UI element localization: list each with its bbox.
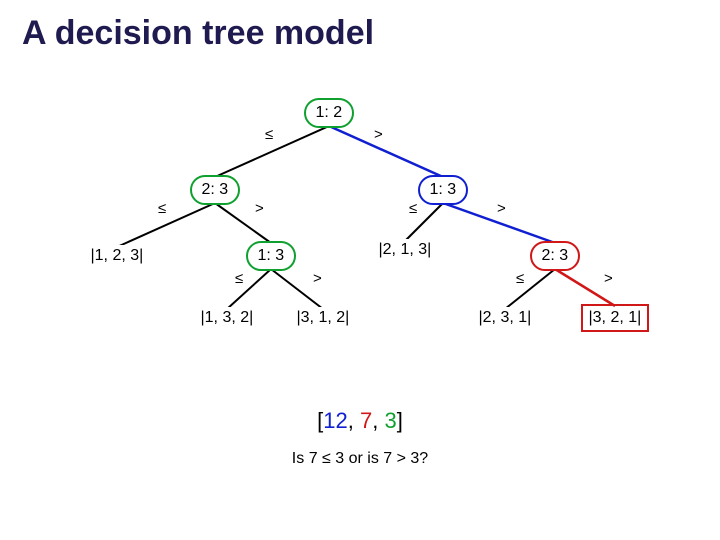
caption-fragment: 7 [360, 408, 372, 433]
question-text: Is 7 ≤ 3 or is 7 > 3? [0, 450, 720, 468]
caption-fragment: , [372, 408, 384, 433]
decision-node: 1: 3 [418, 175, 469, 205]
decision-node: 1: 2 [304, 98, 355, 128]
decision-node: 2: 3 [530, 241, 581, 271]
edge-label: > [313, 270, 322, 287]
leaf-node: |2, 3, 1| [475, 307, 536, 329]
edge-label: > [604, 270, 613, 287]
tree-edge [227, 269, 271, 309]
edge-label: ≤ [265, 126, 273, 143]
edge-label: ≤ [516, 270, 524, 287]
decision-node: 2: 3 [190, 175, 241, 205]
caption-fragment: , [348, 408, 360, 433]
edge-label: ≤ [158, 200, 166, 217]
leaf-node: |1, 2, 3| [87, 245, 148, 267]
leaf-node: |3, 1, 2| [293, 307, 354, 329]
caption-fragment: ] [397, 408, 403, 433]
decision-node: 1: 3 [246, 241, 297, 271]
leaf-node: |2, 1, 3| [375, 239, 436, 261]
edge-label: ≤ [235, 270, 243, 287]
edge-label: ≤ [409, 200, 417, 217]
edge-label: > [255, 200, 264, 217]
caption-fragment: 12 [323, 408, 347, 433]
slide-title: A decision tree model [22, 14, 374, 53]
example-array-caption: [12, 7, 3] [0, 408, 720, 434]
edge-label: > [497, 200, 506, 217]
caption-fragment: 3 [384, 408, 396, 433]
tree-edge [329, 126, 443, 177]
leaf-node-highlight: |3, 2, 1| [581, 304, 650, 332]
leaf-node: |1, 3, 2| [197, 307, 258, 329]
edge-label: > [374, 126, 383, 143]
tree-edge [505, 269, 555, 309]
